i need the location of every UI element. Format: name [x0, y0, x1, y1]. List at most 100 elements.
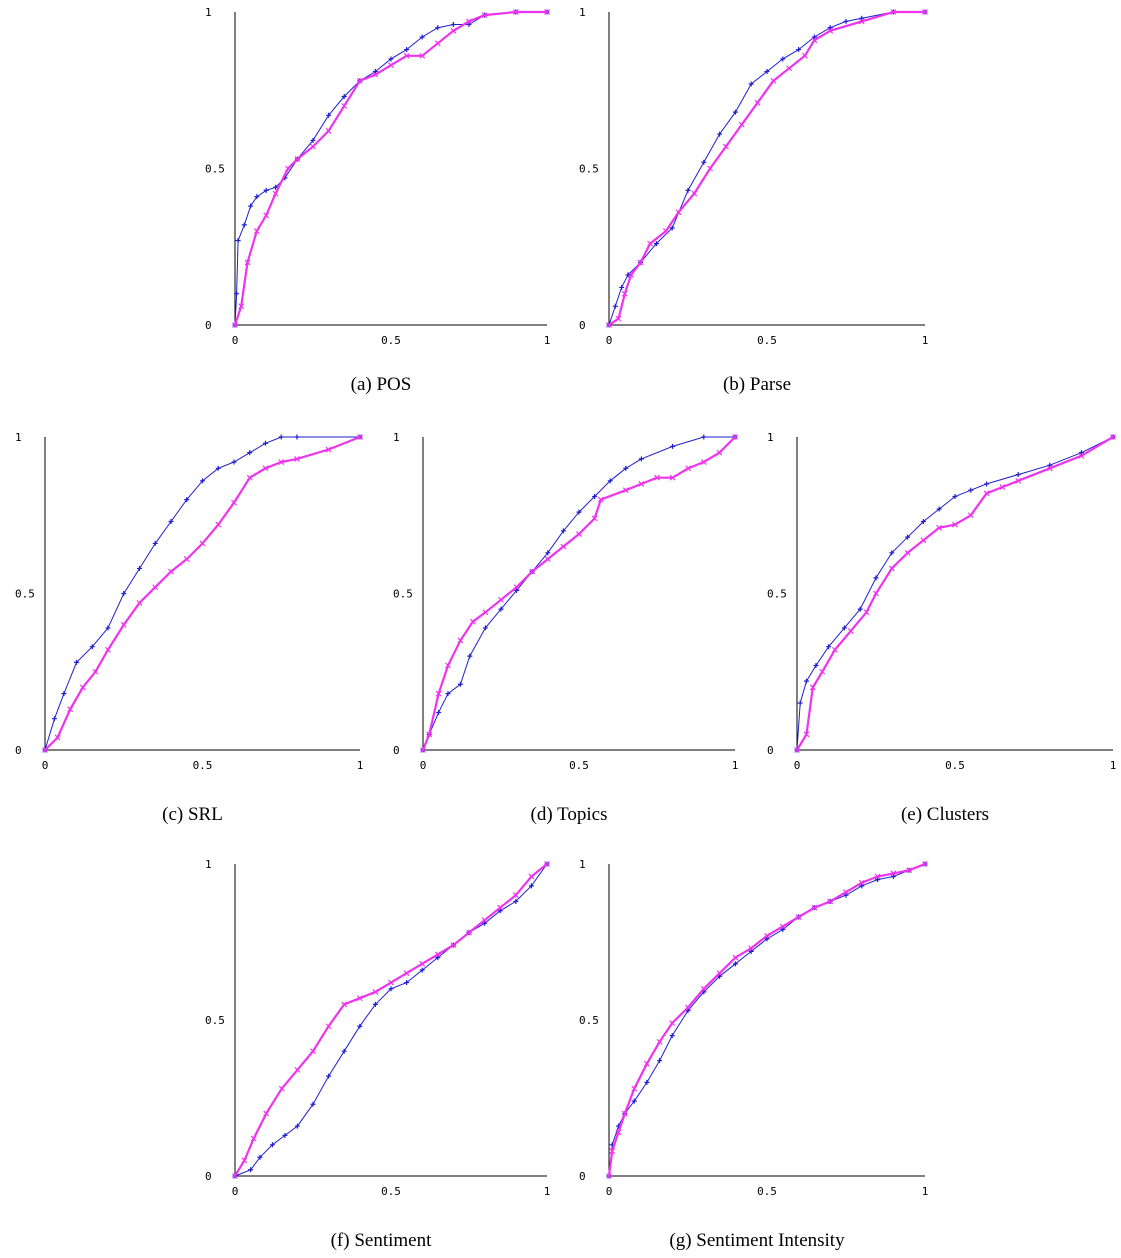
series-1-point [514, 587, 520, 593]
series-2-point [403, 52, 410, 59]
chart-panel-6: 0 0.5 1 0 0.5 1 (f) Sentiment [205, 858, 550, 1251]
series-2-point [120, 621, 127, 628]
series-2-point [294, 156, 301, 163]
series-2-point [457, 637, 464, 644]
series-2-point [419, 960, 426, 967]
series-1-point [701, 434, 707, 440]
series-1-point [560, 528, 566, 534]
series-1-point [235, 237, 241, 243]
x-tick-label: 1 [544, 334, 551, 347]
series-2-point [606, 1173, 612, 1179]
series-1-point [748, 81, 754, 87]
series-2-point [874, 873, 881, 880]
y-tick-label: 0 [767, 744, 774, 757]
series-1-point [310, 137, 316, 143]
series-2-point [529, 568, 536, 575]
series-2-point [873, 590, 879, 597]
series-1-line [44, 436, 360, 751]
series-2-point [544, 9, 550, 15]
series-1-point [843, 892, 849, 898]
series-2-group [606, 9, 928, 328]
series-2-point [419, 52, 426, 59]
series-2-point [544, 861, 550, 867]
series-2-point [482, 609, 489, 616]
series-2-point [294, 1066, 301, 1073]
series-1-point [859, 883, 865, 889]
series-1-point [513, 898, 519, 904]
series-2-point [669, 474, 676, 481]
series-1-point [890, 873, 896, 879]
series-1-point [248, 1167, 254, 1173]
series-1-point [936, 506, 942, 512]
series-1-point [445, 691, 451, 697]
series-1-point [1078, 450, 1084, 456]
x-tick-label: 0.5 [757, 1185, 777, 1198]
chart-panel-5: 0 0.5 1 0 0.5 1 (e) Clusters [767, 431, 1116, 825]
series-2-point [732, 954, 739, 961]
series-2-point [372, 988, 379, 995]
series-1-point [388, 986, 394, 992]
series-1-point [797, 700, 803, 706]
x-tick-label: 1 [732, 759, 739, 772]
series-2-group [42, 434, 363, 753]
series-1-group [232, 9, 550, 328]
x-tick-label: 1 [922, 1185, 929, 1198]
series-1-point [813, 662, 819, 668]
series-1-point [859, 15, 865, 21]
series-2-point [809, 684, 816, 691]
series-2-point [615, 1129, 622, 1136]
series-1-point [435, 25, 441, 31]
series-2-point [246, 474, 253, 481]
series-2-point [92, 668, 99, 675]
series-1-point [482, 920, 488, 926]
series-2-point [469, 618, 476, 625]
series-2-point [779, 923, 786, 930]
series-2-point [356, 77, 363, 84]
y-tick-label: 1 [393, 431, 400, 444]
series-2-point [241, 1157, 248, 1164]
series-1-point [372, 68, 378, 74]
series-1-point [269, 1142, 275, 1148]
series-2-point [244, 259, 251, 266]
y-tick-label: 0.5 [767, 588, 787, 601]
series-2-point [434, 951, 441, 958]
series-1-point [984, 481, 990, 487]
series-2-point [707, 165, 714, 172]
series-2-point [685, 1004, 691, 1011]
series-2-point [685, 465, 692, 472]
series-2-point [294, 455, 300, 462]
series-2-point [922, 9, 928, 15]
series-2-point [481, 917, 488, 924]
series-2-point [513, 584, 520, 591]
series-2-line [607, 862, 926, 1177]
series-1-point [247, 450, 253, 456]
series-2-point [748, 945, 755, 952]
x-tick-label: 1 [922, 334, 929, 347]
series-1-point [482, 625, 488, 631]
series-1-point [105, 625, 111, 631]
series-2-point [544, 556, 551, 562]
series-2-point [716, 449, 723, 456]
series-2-point [827, 27, 834, 34]
series-1-point [457, 681, 463, 687]
series-2-point [231, 499, 237, 506]
x-tick-label: 0 [232, 334, 239, 347]
series-1-point [732, 961, 738, 967]
series-1-point [372, 1001, 378, 1007]
x-tick-label: 0.5 [381, 334, 401, 347]
series-2-point [647, 240, 654, 247]
series-2-point [435, 690, 442, 697]
series-1-point [780, 927, 786, 933]
series-1-line [234, 11, 547, 326]
x-tick-label: 0 [232, 1185, 239, 1198]
series-1-point [326, 1073, 332, 1079]
series-1-point [827, 25, 833, 31]
series-1-point [653, 241, 659, 247]
series-2-point [253, 228, 260, 235]
series-1-point [310, 1101, 316, 1107]
series-2-point [325, 1023, 332, 1030]
series-2-group [420, 434, 738, 753]
series-2-point [285, 165, 291, 172]
series-1-point [294, 434, 300, 440]
x-tick-label: 0.5 [381, 1185, 401, 1198]
